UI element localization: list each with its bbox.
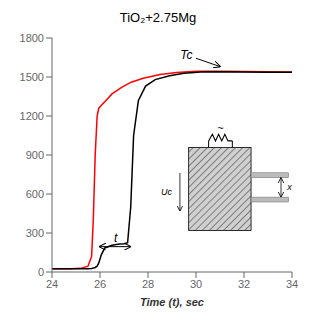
svg-text:900: 900: [26, 149, 44, 161]
svg-text:1200: 1200: [20, 110, 44, 122]
svg-text:32: 32: [238, 278, 250, 290]
svg-text:~: ~: [217, 122, 223, 134]
svg-text:30: 30: [190, 278, 202, 290]
svg-text:24: 24: [46, 278, 58, 290]
svg-text:28: 28: [142, 278, 154, 290]
svg-text:x: x: [286, 182, 292, 192]
svg-text:Tc: Tc: [180, 48, 192, 62]
svg-text:1800: 1800: [20, 32, 44, 44]
svg-text:34: 34: [286, 278, 298, 290]
svg-text:1500: 1500: [20, 71, 44, 83]
svg-text:Time (t), sec: Time (t), sec: [140, 296, 204, 308]
svg-text:Uc: Uc: [161, 187, 172, 197]
html-text:TiO₂+2.75Mg: TiO₂+2.75Mg: [119, 10, 197, 25]
svg-text:600: 600: [26, 188, 44, 200]
svg-text:t: t: [114, 231, 118, 245]
svg-text:26: 26: [94, 278, 106, 290]
svg-text:0: 0: [38, 266, 44, 278]
svg-text:300: 300: [26, 227, 44, 239]
